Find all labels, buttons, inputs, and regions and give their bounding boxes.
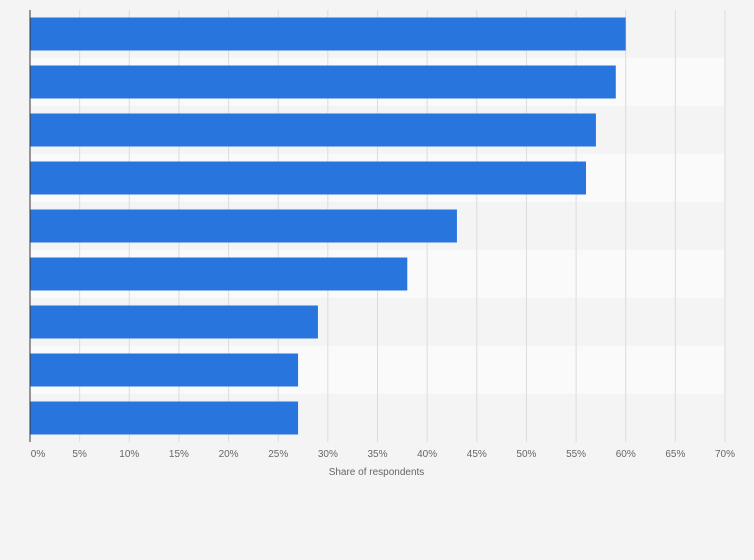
bar: [30, 161, 586, 195]
bar: [30, 401, 299, 435]
bar: [30, 353, 299, 387]
x-tick-label: 30%: [318, 449, 338, 460]
x-tick-label: 35%: [367, 449, 387, 460]
x-tick-label: 70%: [715, 449, 735, 460]
bars: [30, 17, 626, 435]
x-tick-label: 0%: [31, 449, 46, 460]
bar: [30, 209, 457, 243]
x-tick-label: 55%: [566, 449, 586, 460]
x-axis-title: Share of respondents: [329, 467, 425, 478]
x-tick-label: 50%: [516, 449, 536, 460]
x-tick-label: 10%: [119, 449, 139, 460]
x-axis-ticks: 0% 5% 10% 15% 20% 25% 30% 35% 40% 45% 50% 55% 60% 65%…: [31, 449, 735, 460]
bar: [30, 305, 318, 339]
x-tick-label: 45%: [467, 449, 487, 460]
x-tick-label: 25%: [268, 449, 288, 460]
x-tick-label: 20%: [219, 449, 239, 460]
bar: [30, 65, 616, 99]
bar: [30, 113, 596, 147]
bar: [30, 17, 626, 51]
bar: [30, 257, 408, 291]
x-tick-label: 5%: [72, 449, 87, 460]
x-tick-label: 60%: [616, 449, 636, 460]
x-tick-label: 65%: [665, 449, 685, 460]
x-tick-label: 40%: [417, 449, 437, 460]
x-tick-label: 15%: [169, 449, 189, 460]
